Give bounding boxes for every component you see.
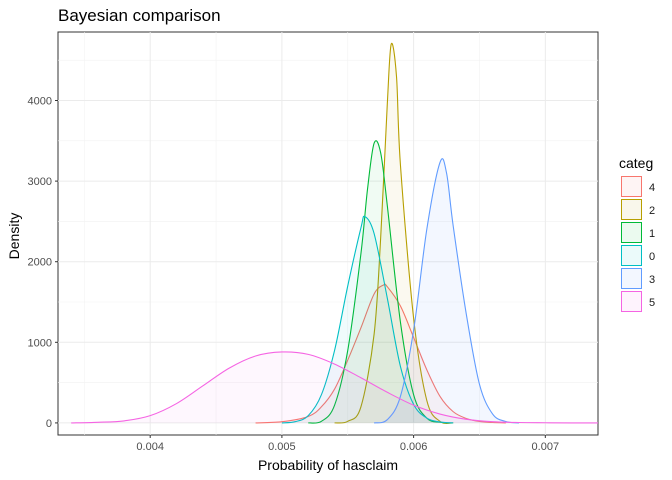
legend-key-5 bbox=[621, 291, 642, 312]
y-tick-label: 1000 bbox=[28, 337, 52, 349]
y-tick-label: 2000 bbox=[28, 257, 52, 269]
density-line-3 bbox=[373, 158, 520, 424]
legend-label-1: 1 bbox=[649, 228, 655, 240]
legend-label-2: 2 bbox=[649, 205, 655, 217]
legend-label-3: 3 bbox=[649, 274, 655, 286]
y-tick-label: 3000 bbox=[28, 176, 52, 188]
y-axis-title: Density bbox=[6, 213, 22, 260]
density-line-0 bbox=[281, 215, 454, 424]
legend-label-5: 5 bbox=[649, 297, 655, 309]
chart-title: Bayesian comparison bbox=[58, 6, 221, 25]
grid-minor bbox=[58, 32, 598, 435]
density-line-4 bbox=[255, 283, 506, 424]
y-tick-label: 0 bbox=[46, 418, 52, 430]
density-area-4 bbox=[255, 284, 506, 423]
legend-key-0 bbox=[621, 245, 642, 266]
y-tick-label: 4000 bbox=[28, 96, 52, 108]
density-area-5 bbox=[71, 351, 599, 423]
grid-major bbox=[58, 32, 598, 435]
legend-key-2 bbox=[621, 199, 642, 220]
x-tick-label: 0.007 bbox=[532, 441, 560, 453]
density-area-2 bbox=[334, 43, 454, 424]
legend-label-0: 0 bbox=[649, 251, 655, 263]
legend-key-3 bbox=[621, 268, 642, 289]
legend-key-4 bbox=[621, 176, 642, 197]
legend-title: categ bbox=[619, 155, 653, 171]
x-tick-label: 0.006 bbox=[400, 441, 428, 453]
legend-key-1 bbox=[621, 222, 642, 243]
x-tick-label: 0.004 bbox=[136, 441, 164, 453]
density-line-5 bbox=[71, 351, 599, 424]
x-axis-ticks: 0.004 0.005 0.006 0.007 bbox=[136, 435, 559, 453]
density-line-2 bbox=[334, 42, 454, 424]
density-line-1 bbox=[308, 140, 454, 424]
y-axis-ticks: 0 1000 2000 3000 4000 bbox=[28, 96, 58, 430]
legend: categ 4 2 1 0 3 5 bbox=[619, 155, 655, 312]
density-area-1 bbox=[308, 140, 454, 424]
plot-panel bbox=[57, 31, 599, 436]
x-tick-label: 0.005 bbox=[268, 441, 296, 453]
x-axis-title: Probability of hasclaim bbox=[258, 457, 398, 473]
density-area-0 bbox=[281, 216, 454, 423]
legend-label-4: 4 bbox=[649, 182, 655, 194]
series-layer bbox=[71, 42, 599, 424]
density-area-3 bbox=[374, 158, 519, 423]
